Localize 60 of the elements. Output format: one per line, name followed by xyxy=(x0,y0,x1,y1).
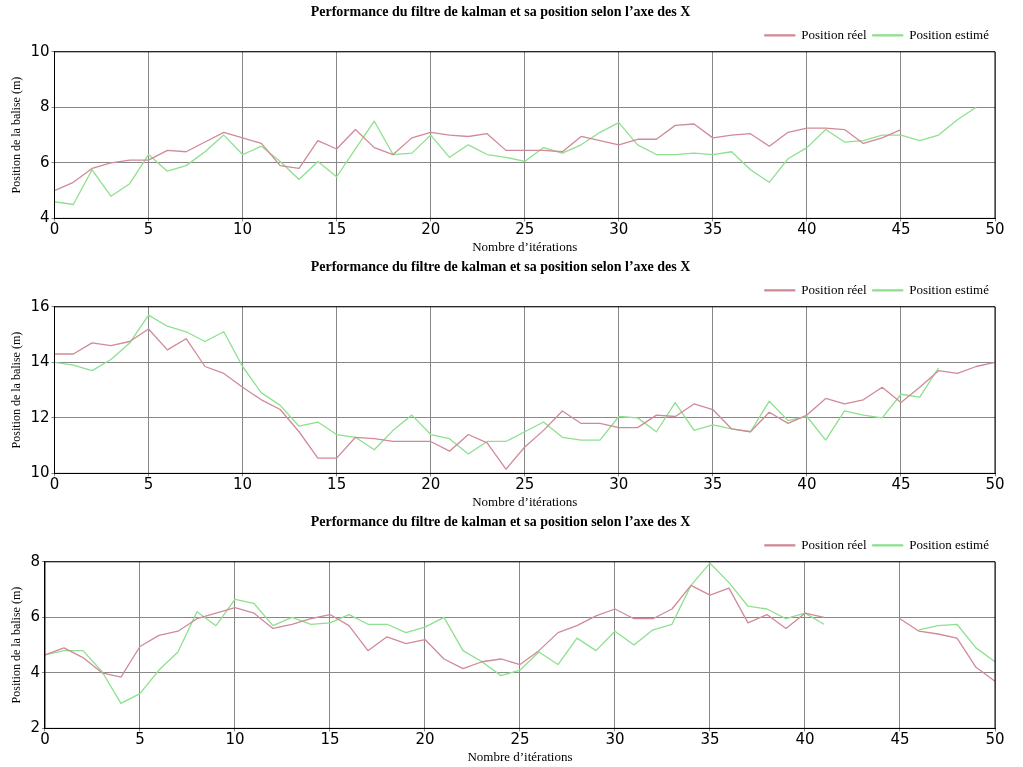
y-tick-label: 4 xyxy=(30,662,40,681)
x-tick-label: 15 xyxy=(320,730,340,749)
legend-label: Position réel xyxy=(801,26,868,42)
y-tick-label: 10 xyxy=(30,463,50,482)
x-tick-label: 15 xyxy=(327,475,347,494)
x-axis-title: Nombre d’itérations xyxy=(472,238,578,254)
chart-title: Performance du filtre de kalman et sa position selon l’axe des X xyxy=(310,514,691,530)
x-tick-label: 25 xyxy=(515,220,535,239)
x-tick-label: 35 xyxy=(700,730,720,749)
x-tick-label: 5 xyxy=(135,730,145,749)
y-tick-label: 6 xyxy=(39,152,50,171)
x-tick-label: 50 xyxy=(985,220,1005,239)
y-tick-label: 12 xyxy=(30,407,50,426)
y-tick-label: 6 xyxy=(30,607,40,626)
x-tick-label: 45 xyxy=(890,730,910,749)
x-tick-label: 0 xyxy=(40,730,50,749)
x-axis-title: Nombre d’itérations xyxy=(467,748,573,764)
y-axis-title: Position de la balise (m) xyxy=(9,76,24,194)
x-tick-label: 25 xyxy=(510,730,530,749)
x-tick-label: 50 xyxy=(985,730,1005,749)
chart-title: Performance du filtre de kalman et sa position selon l’axe des X xyxy=(310,4,691,20)
x-tick-label: 35 xyxy=(703,475,723,494)
y-tick-label: 8 xyxy=(39,97,50,116)
x-tick-label: 40 xyxy=(797,220,817,239)
x-tick-label: 0 xyxy=(49,220,60,239)
x-tick-label: 5 xyxy=(143,475,154,494)
legend-label: Position estimé xyxy=(909,26,990,42)
x-tick-label: 10 xyxy=(233,475,253,494)
x-tick-label: 40 xyxy=(795,730,815,749)
y-tick-label: 4 xyxy=(39,208,50,227)
x-tick-label: 20 xyxy=(421,220,441,239)
y-tick-label: 8 xyxy=(30,551,40,570)
y-tick-label: 10 xyxy=(30,41,50,60)
y-axis-title: Position de la balise (m) xyxy=(9,331,24,449)
x-tick-label: 20 xyxy=(421,475,441,494)
x-tick-label: 40 xyxy=(797,475,817,494)
legend-label: Position réel xyxy=(801,281,868,297)
x-tick-label: 20 xyxy=(415,730,435,749)
x-axis-title: Nombre d’itérations xyxy=(472,493,578,509)
x-tick-label: 10 xyxy=(233,220,253,239)
x-tick-label: 45 xyxy=(891,220,911,239)
x-tick-label: 10 xyxy=(225,730,245,749)
x-tick-label: 30 xyxy=(609,475,629,494)
x-tick-label: 35 xyxy=(703,220,723,239)
x-tick-label: 50 xyxy=(985,475,1005,494)
x-tick-label: 30 xyxy=(605,730,625,749)
x-tick-label: 15 xyxy=(327,220,347,239)
x-tick-label: 5 xyxy=(143,220,154,239)
legend-label: Position estimé xyxy=(909,536,990,552)
x-tick-label: 30 xyxy=(609,220,629,239)
chart-title: Performance du filtre de kalman et sa position selon l’axe des X xyxy=(310,259,691,275)
x-tick-label: 45 xyxy=(891,475,911,494)
legend-label: Position estimé xyxy=(909,281,990,297)
x-tick-label: 25 xyxy=(515,475,535,494)
x-tick-label: 0 xyxy=(49,475,60,494)
y-tick-label: 14 xyxy=(30,352,50,371)
legend-label: Position réel xyxy=(801,536,868,552)
y-tick-label: 2 xyxy=(30,718,40,737)
y-axis-title: Position de la balise (m) xyxy=(9,586,24,704)
y-tick-label: 16 xyxy=(30,296,50,315)
